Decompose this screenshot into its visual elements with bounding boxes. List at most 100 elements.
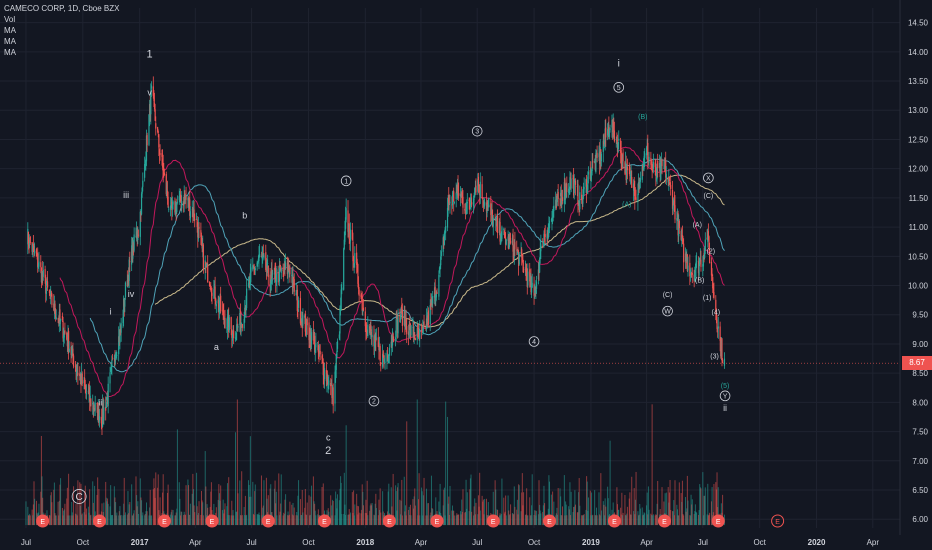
candle-body: [466, 201, 468, 204]
candle-body: [401, 304, 403, 309]
candle-body: [54, 303, 56, 314]
candle-body: [254, 268, 256, 271]
candle-body: [123, 298, 125, 317]
candle-body: [399, 317, 401, 323]
earnings-marker[interactable]: E: [261, 514, 275, 528]
volume-bar: [282, 515, 284, 526]
candle-body: [362, 307, 365, 311]
candle-body: [690, 272, 692, 276]
earnings-marker[interactable]: E: [205, 514, 219, 528]
candle-body: [637, 193, 639, 202]
candle-body: [594, 160, 596, 163]
candle-body: [92, 405, 94, 409]
volume-bar: [300, 515, 302, 526]
volume-bar: [54, 513, 56, 526]
candle-body: [548, 220, 551, 229]
candle-body: [185, 196, 187, 200]
volume-bar: [582, 515, 584, 526]
volume-bar: [720, 503, 722, 526]
earnings-marker[interactable]: E: [36, 514, 50, 528]
earnings-marker[interactable]: E: [93, 514, 107, 528]
volume-bar: [127, 491, 129, 526]
candle-body: [200, 230, 202, 237]
candle-body: [119, 329, 121, 343]
candle-body: [220, 295, 222, 312]
candle-body: [210, 289, 212, 291]
candle-body: [197, 226, 200, 239]
candle-body: [188, 199, 190, 210]
earnings-marker[interactable]: E: [657, 514, 671, 528]
candle-body: [79, 373, 81, 377]
candle-body: [393, 339, 395, 341]
x-tick-label: 2017: [131, 538, 149, 547]
candle-body: [75, 369, 77, 372]
volume-bar: [162, 492, 164, 526]
candle-body: [97, 402, 99, 420]
candle-body: [349, 241, 351, 244]
volume-bar: [241, 515, 243, 526]
candle-body: [35, 249, 38, 257]
indicator-ma-1[interactable]: MA: [4, 26, 16, 35]
volume-bar: [526, 488, 528, 526]
volume-bar: [68, 515, 70, 526]
earnings-marker[interactable]: E: [771, 514, 785, 528]
volume-bar: [305, 514, 307, 526]
candle-body: [345, 208, 347, 220]
volume-bar: [694, 511, 696, 526]
volume-bar: [80, 483, 82, 526]
candle-body: [317, 342, 319, 344]
earnings-marker[interactable]: E: [711, 514, 725, 528]
candle-body: [412, 327, 414, 329]
volume-bar: [651, 404, 653, 526]
candle-body: [561, 196, 563, 204]
candle-body: [128, 259, 130, 281]
volume-bar: [583, 514, 585, 526]
volume-bar: [62, 515, 64, 526]
earnings-marker[interactable]: E: [430, 514, 444, 528]
volume-bar: [84, 485, 86, 526]
candle-body: [241, 324, 243, 326]
candle-body: [432, 295, 434, 304]
earnings-marker[interactable]: E: [318, 514, 332, 528]
candle-body: [252, 266, 255, 269]
earnings-marker[interactable]: E: [486, 514, 500, 528]
candle-body: [107, 383, 109, 406]
candle-body: [555, 199, 557, 209]
volume-bar: [686, 508, 688, 526]
volume-bar: [189, 503, 191, 526]
wave-label-circle: [719, 390, 731, 402]
volume-bar: [123, 503, 125, 526]
earnings-marker[interactable]: E: [607, 514, 621, 528]
volume-bar: [559, 488, 561, 526]
volume-bar: [283, 514, 285, 526]
candle-body: [585, 179, 587, 187]
volume-bar: [184, 515, 186, 526]
volume-bar: [49, 515, 51, 526]
earnings-marker[interactable]: E: [157, 514, 171, 528]
volume-bar: [335, 498, 337, 526]
volume-bar: [71, 501, 73, 526]
indicator-ma-3[interactable]: MA: [4, 48, 16, 57]
indicator-ma-2[interactable]: MA: [4, 37, 16, 46]
candle-body: [343, 248, 345, 290]
candle-body: [670, 184, 672, 189]
volume-bar: [174, 515, 176, 526]
candle-body: [564, 179, 566, 197]
indicator-volume[interactable]: Vol: [4, 15, 16, 24]
candle-body: [397, 316, 399, 334]
earnings-marker[interactable]: E: [382, 514, 396, 528]
volume-bar: [694, 504, 696, 526]
volume-bar: [583, 515, 585, 526]
candle-body: [462, 196, 464, 208]
candle-body: [576, 186, 578, 187]
candle-body: [409, 323, 411, 326]
candle-body: [256, 262, 258, 267]
candle-body: [474, 188, 476, 191]
candle-body: [356, 262, 358, 267]
earnings-marker[interactable]: E: [543, 514, 557, 528]
volume-bar: [123, 477, 125, 526]
candle-body: [603, 141, 606, 143]
candle-body: [366, 331, 368, 334]
